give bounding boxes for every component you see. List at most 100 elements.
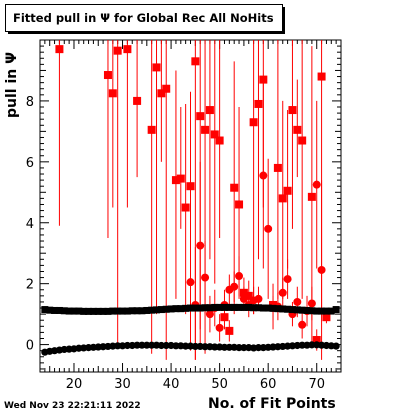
data-point <box>210 130 219 139</box>
data-point <box>317 265 326 274</box>
data-point <box>211 303 219 311</box>
data-point <box>75 307 83 315</box>
data-point <box>313 307 321 315</box>
data-point <box>147 125 156 134</box>
data-point <box>318 307 326 315</box>
data-point <box>288 306 296 314</box>
data-point <box>298 136 307 145</box>
data-point <box>123 45 132 54</box>
y-tick-label: 6 <box>26 156 34 171</box>
data-point <box>177 305 185 313</box>
axis-ticks: 20 30 40 50 60 70 0 2 4 6 8 <box>26 39 342 392</box>
data-point <box>240 303 248 311</box>
data-point <box>128 307 136 315</box>
data-point <box>187 304 194 312</box>
data-point <box>89 307 97 315</box>
data-point <box>181 203 190 212</box>
x-tick-label: 60 <box>260 377 277 392</box>
data-point <box>312 336 321 345</box>
x-axis-label: No. of Fit Points <box>208 396 336 412</box>
data-point <box>230 183 239 192</box>
data-point <box>235 303 243 311</box>
data-point <box>264 304 272 312</box>
data-point <box>85 307 93 315</box>
data-point <box>259 171 268 180</box>
data-point <box>196 304 204 312</box>
data-point <box>215 136 224 145</box>
data-point <box>273 163 282 172</box>
data-point <box>108 89 117 98</box>
data-point <box>99 307 107 315</box>
data-point <box>191 304 199 312</box>
data-point <box>133 96 142 105</box>
data-point <box>279 305 287 313</box>
data-point <box>312 180 321 189</box>
data-point <box>220 313 229 322</box>
data-point <box>254 294 263 303</box>
data-point <box>65 307 73 315</box>
data-point <box>230 282 239 291</box>
data-point <box>148 306 156 314</box>
data-point <box>206 304 214 312</box>
data-point <box>119 307 127 315</box>
data-point <box>55 45 64 54</box>
data-point <box>138 307 146 315</box>
data-point <box>196 112 205 121</box>
data-point <box>293 125 302 134</box>
data-markers <box>41 45 340 356</box>
data-point <box>46 306 54 314</box>
data-point <box>293 297 302 306</box>
data-point <box>157 306 165 314</box>
data-point <box>307 299 316 308</box>
data-point <box>254 304 262 312</box>
timestamp-footer: Wed Nov 23 22:21:11 2022 <box>4 401 141 411</box>
data-point <box>269 304 277 312</box>
data-point <box>104 307 112 315</box>
data-point <box>162 84 171 93</box>
data-point <box>235 272 244 281</box>
data-point <box>201 304 209 312</box>
data-point <box>153 306 161 314</box>
data-point <box>196 241 205 250</box>
data-point <box>303 306 311 314</box>
data-point <box>284 305 292 313</box>
data-point <box>152 63 161 72</box>
x-tick-label: 20 <box>66 377 83 392</box>
data-point <box>51 306 59 314</box>
data-point <box>327 307 335 315</box>
data-point <box>235 200 244 209</box>
data-point <box>259 75 268 84</box>
x-tick-label: 50 <box>211 377 228 392</box>
data-point <box>171 176 180 185</box>
data-point <box>113 46 122 55</box>
data-point <box>191 57 200 66</box>
data-point <box>264 224 273 233</box>
data-point <box>220 303 228 311</box>
data-point <box>103 71 112 80</box>
data-point <box>230 303 238 311</box>
data-point <box>283 186 292 195</box>
x-tick-label: 70 <box>308 377 325 392</box>
data-point <box>186 182 195 191</box>
data-point <box>259 304 267 312</box>
y-tick-label: 2 <box>26 278 34 293</box>
data-point <box>215 323 224 332</box>
data-point <box>205 106 214 115</box>
data-point <box>293 306 301 314</box>
data-point <box>322 307 330 315</box>
data-point <box>182 304 190 312</box>
data-point <box>157 89 166 98</box>
data-point <box>274 305 282 313</box>
x-tick-label: 40 <box>163 377 180 392</box>
data-point <box>201 125 210 134</box>
data-point <box>288 106 297 115</box>
data-point <box>205 310 214 319</box>
data-point <box>143 306 151 314</box>
data-point <box>186 278 195 287</box>
data-point <box>70 307 78 315</box>
chart-title: Fitted pull in Ψ for Global Rec All NoHi… <box>5 4 285 34</box>
data-point <box>41 306 49 314</box>
data-point <box>245 303 253 311</box>
data-point <box>298 306 306 314</box>
